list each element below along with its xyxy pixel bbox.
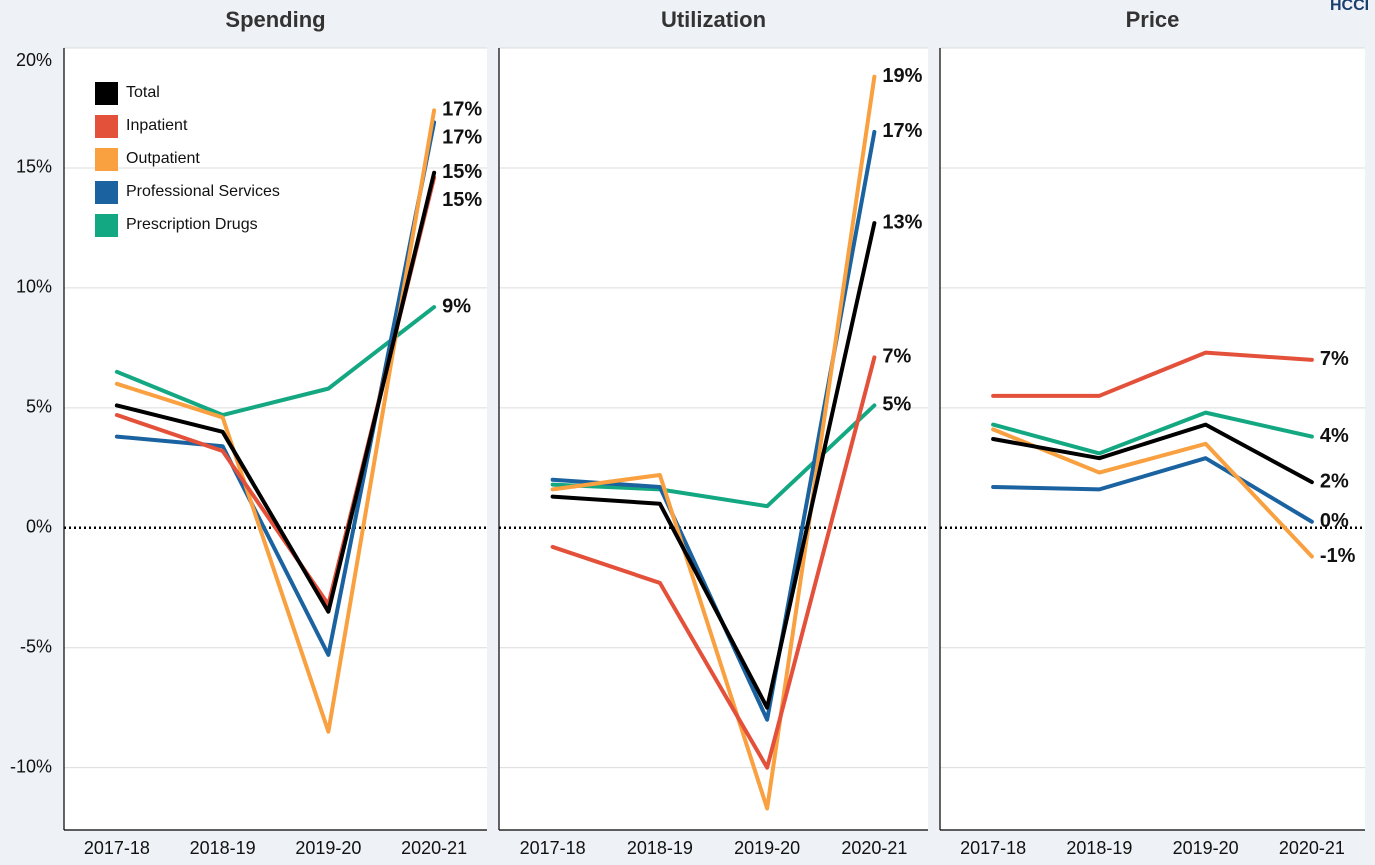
series-line — [991, 410, 1314, 456]
legend-label: Prescription Drugs — [126, 216, 258, 233]
value-label: 17% — [442, 99, 482, 121]
legend-swatch — [95, 115, 118, 138]
x-tick-label: 2017-18 — [520, 838, 586, 858]
series-line — [991, 456, 1314, 524]
value-label: 7% — [1320, 348, 1349, 370]
x-tick-label: 2019-20 — [295, 838, 361, 858]
series-line — [114, 170, 437, 614]
y-tick-label: 15% — [16, 157, 52, 177]
plot-area — [499, 48, 928, 830]
legend-swatch — [95, 82, 118, 105]
x-tick-label: 2017-18 — [84, 838, 150, 858]
series-line — [991, 350, 1314, 398]
value-label: 19% — [882, 65, 922, 87]
legend-swatch — [95, 181, 118, 204]
x-tick-label: 2018-19 — [190, 838, 256, 858]
x-tick-label: 2019-20 — [1173, 838, 1239, 858]
x-tick-label: 2020-21 — [1279, 838, 1345, 858]
legend-swatch — [95, 214, 118, 237]
x-tick-label: 2020-21 — [401, 838, 467, 858]
y-tick-label: 20% — [16, 50, 52, 70]
x-tick-label: 2019-20 — [734, 838, 800, 858]
logo: HCCI — [1330, 0, 1369, 14]
y-tick-label: -5% — [20, 636, 52, 656]
y-tick-label: 0% — [26, 517, 52, 537]
x-tick-label: 2017-18 — [960, 838, 1026, 858]
panel-title: Spending — [225, 7, 325, 32]
series-line — [991, 427, 1314, 559]
series-line — [550, 221, 877, 710]
x-tick-label: 2018-19 — [627, 838, 693, 858]
value-label: 4% — [1320, 425, 1349, 447]
value-label: 5% — [882, 394, 911, 416]
value-label: 17% — [882, 120, 922, 142]
legend-label: Outpatient — [126, 150, 200, 167]
x-tick-label: 2018-19 — [1066, 838, 1132, 858]
value-label: -1% — [1320, 545, 1356, 567]
y-tick-label: -10% — [10, 756, 52, 776]
series-line — [550, 355, 877, 770]
y-tick-label: 10% — [16, 277, 52, 297]
series-line — [550, 74, 877, 811]
series-line — [114, 108, 437, 734]
series-line — [114, 305, 437, 418]
x-tick-label: 2020-21 — [841, 838, 907, 858]
value-label: 15% — [442, 189, 482, 211]
legend-label: Inpatient — [126, 117, 188, 134]
legend-label: Professional Services — [126, 183, 280, 200]
panel-title: Price — [1126, 7, 1180, 32]
value-label: 2% — [1320, 470, 1349, 492]
panel-title: Utilization — [661, 7, 766, 32]
legend-swatch — [95, 148, 118, 171]
value-label: 7% — [882, 346, 911, 368]
plot-area — [940, 48, 1365, 830]
value-label: 15% — [442, 161, 482, 183]
value-label: 0% — [1320, 510, 1349, 532]
series-line — [991, 422, 1314, 485]
y-tick-label: 5% — [26, 397, 52, 417]
value-label: 17% — [442, 127, 482, 149]
value-label: 9% — [442, 295, 471, 317]
legend-label: Total — [126, 84, 160, 101]
value-label: 13% — [882, 211, 922, 233]
